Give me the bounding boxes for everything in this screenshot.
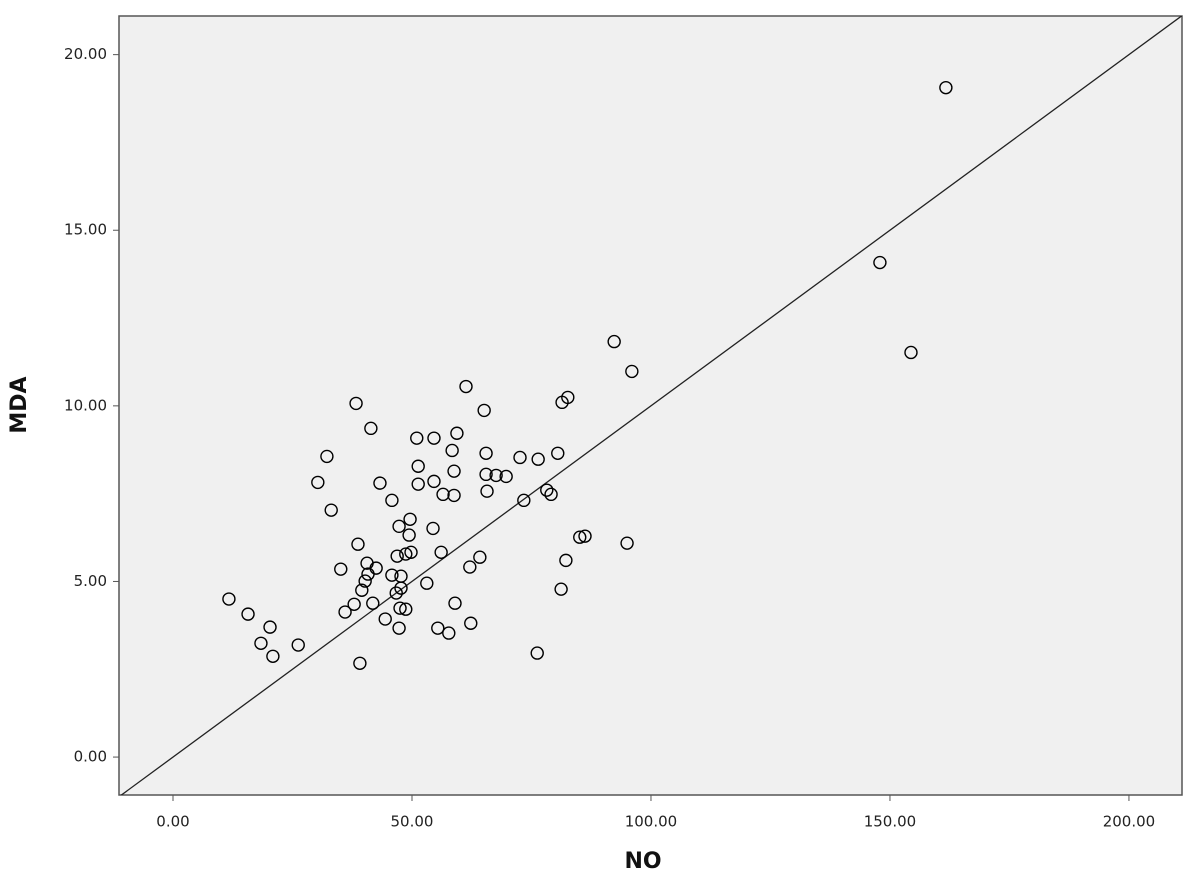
x-tick-label: 0.00 — [156, 813, 189, 831]
point — [513, 450, 527, 465]
point — [364, 421, 378, 436]
point — [607, 334, 621, 349]
point — [447, 464, 461, 478]
point — [479, 446, 493, 460]
point — [410, 431, 424, 445]
point — [530, 646, 544, 660]
point — [436, 487, 450, 502]
point — [873, 255, 887, 270]
point — [427, 431, 441, 445]
point — [385, 568, 399, 582]
point — [263, 620, 277, 634]
point — [349, 396, 363, 411]
point — [324, 503, 338, 517]
point — [431, 621, 445, 635]
point — [625, 364, 639, 379]
point — [351, 537, 365, 551]
point — [366, 596, 380, 610]
point — [373, 476, 387, 490]
point — [389, 586, 403, 600]
plot-content — [120, 16, 1182, 795]
point — [559, 553, 573, 568]
point — [434, 545, 448, 560]
point — [392, 621, 406, 635]
point — [404, 545, 418, 560]
point — [394, 581, 408, 595]
point — [266, 649, 280, 663]
point — [390, 549, 404, 563]
point — [399, 547, 413, 561]
x-tick-label: 150.00 — [864, 813, 917, 831]
point — [411, 459, 425, 473]
y-tick-label: 10.00 — [64, 396, 107, 414]
y-tick-label: 5.00 — [74, 572, 107, 590]
point — [358, 574, 372, 588]
point — [338, 605, 352, 619]
point — [393, 601, 407, 615]
x-tick-label: 200.00 — [1103, 813, 1156, 831]
point — [620, 536, 634, 550]
x-tick-label: 100.00 — [625, 813, 678, 831]
point — [420, 576, 434, 590]
point — [573, 530, 587, 544]
point — [561, 390, 575, 405]
reference-line — [120, 16, 1182, 795]
point — [904, 345, 918, 360]
point — [378, 612, 392, 626]
point — [385, 493, 399, 508]
point — [517, 493, 531, 508]
point — [445, 443, 459, 458]
point — [459, 379, 473, 394]
point — [411, 477, 425, 491]
point — [551, 446, 565, 460]
point — [544, 487, 558, 502]
point — [222, 592, 236, 606]
point — [347, 597, 361, 611]
y-tick-label: 0.00 — [74, 748, 107, 766]
point — [291, 638, 305, 652]
point — [403, 512, 417, 526]
point — [464, 616, 478, 630]
point — [355, 583, 369, 597]
point — [473, 550, 487, 564]
point — [450, 426, 464, 440]
point — [448, 596, 462, 610]
point — [939, 80, 953, 95]
point — [479, 467, 493, 482]
point — [531, 452, 545, 466]
point — [311, 475, 325, 490]
point — [480, 484, 494, 498]
y-axis-title: MDA — [7, 376, 32, 433]
point — [477, 403, 491, 418]
point — [426, 521, 440, 536]
point — [540, 483, 554, 497]
point — [369, 561, 383, 575]
point — [489, 468, 503, 483]
point — [402, 528, 416, 542]
y-tick-label: 15.00 — [64, 221, 107, 239]
point — [499, 469, 513, 484]
y-tick-label: 20.00 — [64, 45, 107, 63]
point — [241, 607, 255, 621]
point — [442, 626, 456, 640]
x-tick-label: 50.00 — [391, 813, 434, 831]
point — [334, 562, 348, 576]
point — [554, 582, 568, 596]
point — [320, 449, 334, 464]
point — [447, 488, 461, 503]
point — [463, 560, 477, 574]
point — [399, 602, 413, 616]
point — [254, 636, 268, 650]
point — [392, 519, 406, 534]
x-axis-title: NO — [624, 849, 661, 874]
point — [578, 529, 592, 543]
point — [353, 656, 367, 670]
point — [427, 474, 441, 489]
